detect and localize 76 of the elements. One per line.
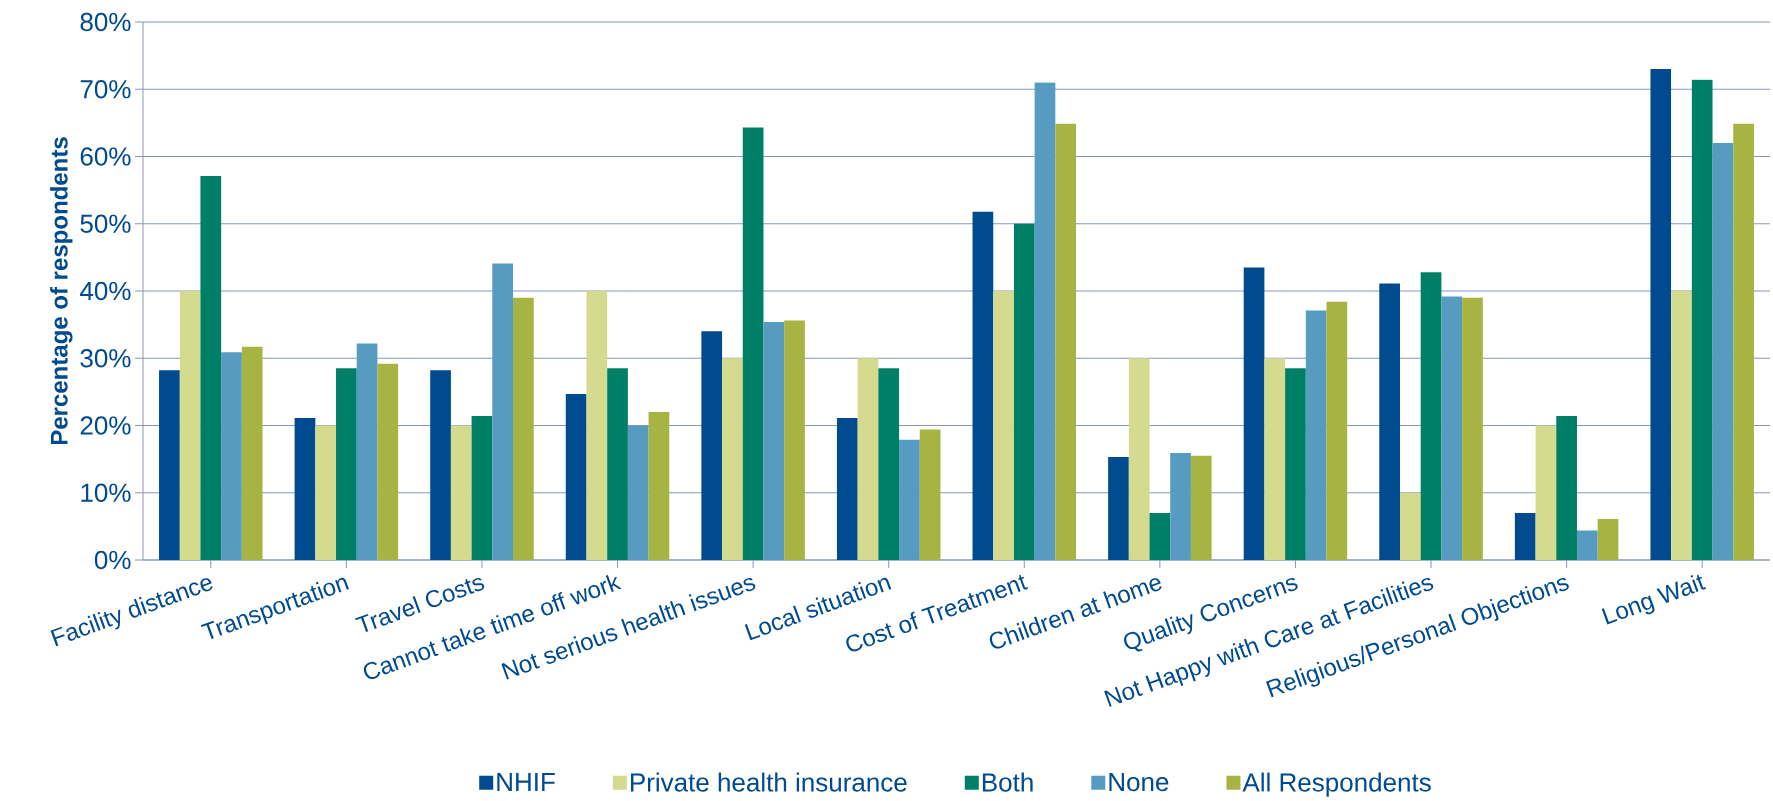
bar [1399, 492, 1421, 560]
bar [1055, 123, 1077, 560]
bar [878, 368, 900, 560]
bar [1691, 79, 1713, 560]
bar [899, 439, 920, 560]
bar [1013, 223, 1035, 560]
bar [1535, 425, 1557, 560]
bar [742, 127, 764, 560]
bar [1285, 368, 1306, 560]
bar [1650, 69, 1672, 560]
bar [1712, 143, 1734, 560]
bar [1379, 283, 1400, 560]
y-tick-label: 0% [94, 550, 131, 570]
y-tick-label: 60% [80, 147, 131, 166]
y-tick-label: 70% [80, 80, 131, 99]
bar [1420, 272, 1442, 560]
bar [722, 358, 743, 560]
y-tick-label: 30% [80, 349, 131, 368]
bar [701, 331, 723, 560]
bar [627, 425, 649, 560]
y-axis-title: Percentage of respondents [50, 137, 73, 445]
bar [1514, 512, 1536, 560]
x-tick-label: Long Wait [1601, 574, 1707, 625]
bar [377, 363, 399, 560]
legend-label: NHIF [497, 773, 555, 791]
legend-label: Both [982, 772, 1033, 792]
bar [1034, 82, 1056, 560]
y-tick-label: 40% [80, 281, 131, 301]
bar [1462, 297, 1483, 560]
bar [492, 263, 514, 560]
bar [1264, 358, 1286, 560]
bar [586, 291, 608, 560]
bar [1108, 457, 1129, 560]
bar [159, 370, 180, 560]
y-tick-label: 10% [81, 483, 131, 502]
bar [919, 429, 941, 560]
bar [1128, 358, 1150, 560]
bar [1305, 310, 1327, 560]
bar [1556, 416, 1577, 560]
bar [784, 320, 805, 560]
bar [972, 211, 994, 560]
legend-label: Private health insurance [631, 772, 907, 792]
bar [1243, 267, 1265, 560]
bar [1671, 291, 1692, 560]
bar [1190, 455, 1212, 560]
bar [200, 176, 222, 560]
bar [1170, 453, 1191, 560]
bar [857, 358, 879, 560]
bar [241, 346, 263, 560]
bar [1441, 296, 1463, 560]
bar [450, 425, 472, 560]
bar [513, 297, 534, 560]
bar [607, 368, 628, 560]
bar [356, 343, 378, 560]
bar [430, 370, 451, 560]
bar [1597, 518, 1619, 560]
bar [993, 291, 1014, 560]
bar [294, 418, 316, 560]
bar [648, 412, 670, 560]
bar [1576, 530, 1598, 560]
legend-label: All Respondents [1242, 772, 1431, 797]
bar [763, 321, 785, 560]
y-tick-label: 50% [80, 214, 131, 233]
bar [336, 368, 357, 560]
y-tick-label: 20% [80, 416, 131, 435]
bar [1326, 301, 1348, 560]
y-tick-label: 80% [80, 12, 131, 32]
bar [179, 291, 201, 560]
bar [1733, 123, 1754, 560]
bar [471, 416, 493, 560]
bar [565, 393, 587, 560]
bar [1149, 512, 1171, 560]
bar [836, 418, 858, 560]
bar [221, 352, 242, 560]
legend-label: None [1109, 773, 1169, 792]
bar [315, 425, 337, 560]
